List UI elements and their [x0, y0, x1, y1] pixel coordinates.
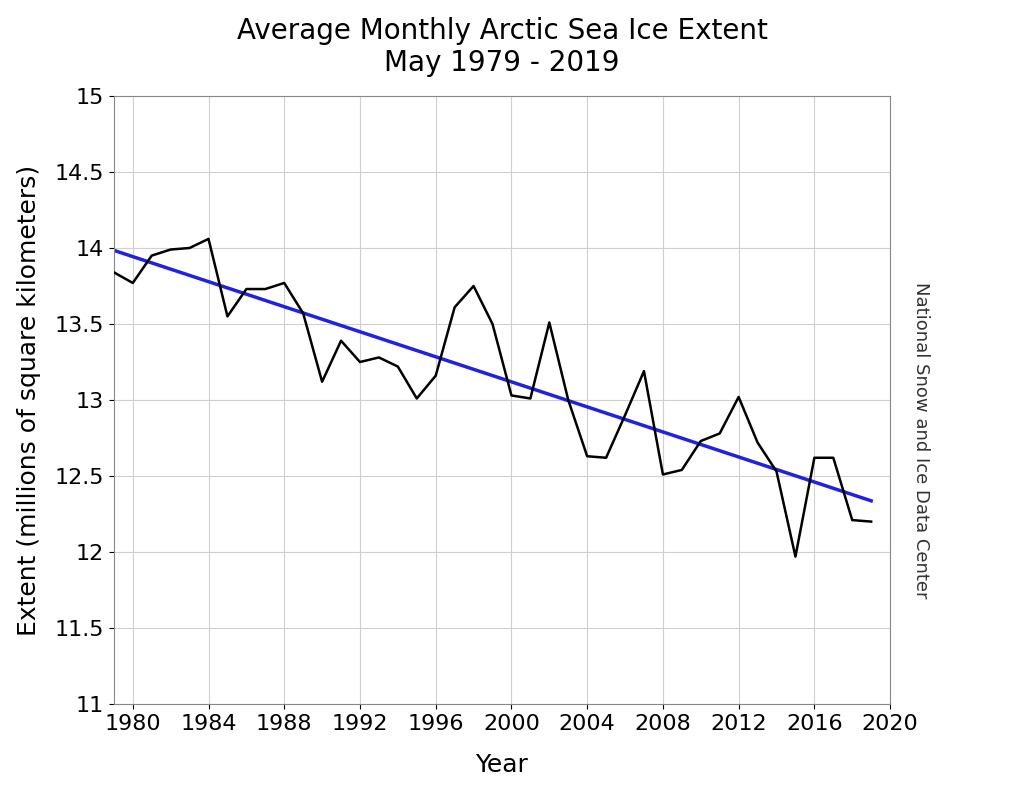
Text: National Snow and Ice Data Center: National Snow and Ice Data Center	[912, 282, 930, 598]
Title: Average Monthly Arctic Sea Ice Extent
May 1979 - 2019: Average Monthly Arctic Sea Ice Extent Ma…	[237, 17, 767, 77]
Y-axis label: Extent (millions of square kilometers): Extent (millions of square kilometers)	[17, 165, 40, 635]
X-axis label: Year: Year	[475, 753, 529, 777]
